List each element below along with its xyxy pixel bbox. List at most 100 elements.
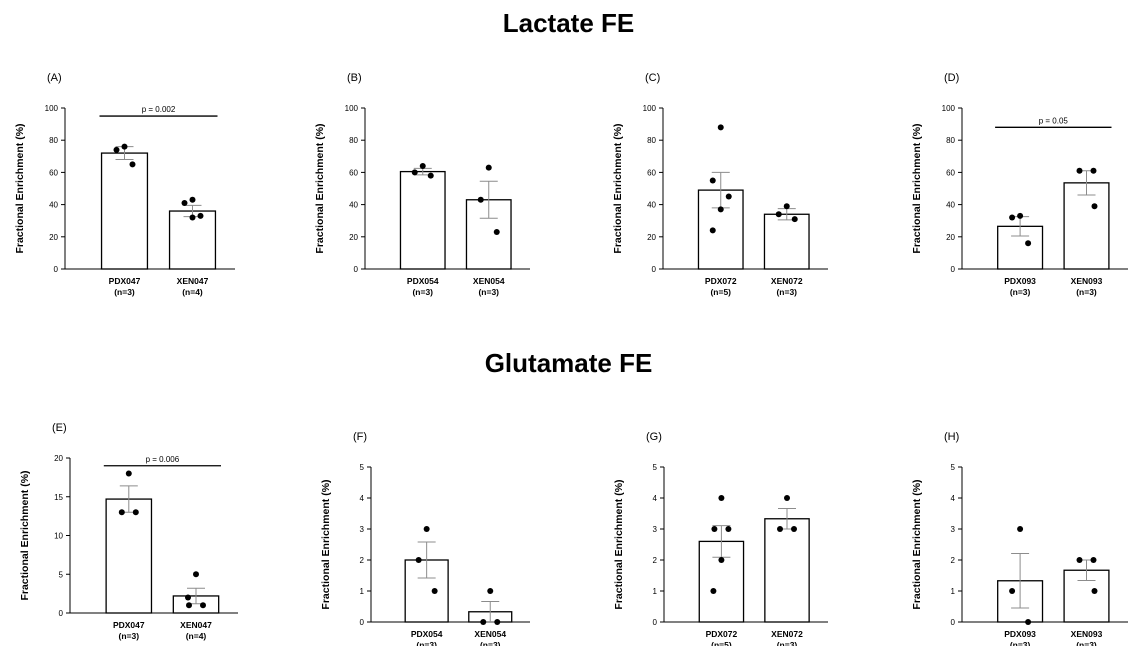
data-point xyxy=(1076,557,1083,563)
bar-pdx047 xyxy=(105,498,153,614)
panel-label: (C) xyxy=(645,72,660,84)
data-point xyxy=(121,143,128,150)
y-tick-label: 0 xyxy=(653,618,658,627)
data-point xyxy=(709,227,716,234)
x-tick-label: PDX093 xyxy=(1004,629,1036,639)
y-tick-label: 60 xyxy=(946,168,955,177)
lactate-section-title: Lactate FE xyxy=(502,8,635,38)
y-tick-label: 60 xyxy=(49,168,58,177)
data-point xyxy=(197,212,204,219)
x-tick-label: XEN047 xyxy=(180,620,212,630)
y-axis-label: Fractional Enrichment (%) xyxy=(320,479,332,609)
x-tick-n-label: (n=3) xyxy=(777,640,798,646)
x-tick-label: XEN072 xyxy=(771,276,803,286)
panel-label: (A) xyxy=(47,72,62,84)
x-tick-n-label: (n=3) xyxy=(1010,640,1031,646)
y-tick-label: 40 xyxy=(946,201,955,210)
data-point xyxy=(487,588,494,594)
y-tick-label: 3 xyxy=(951,525,956,534)
y-tick-label: 3 xyxy=(653,525,658,534)
significance-label: p = 0.05 xyxy=(1039,116,1069,125)
x-tick-n-label: (n=4) xyxy=(182,287,203,297)
y-tick-label: 40 xyxy=(647,201,656,210)
x-tick-n-label: (n=3) xyxy=(412,287,433,297)
y-tick-label: 80 xyxy=(349,136,358,145)
data-point xyxy=(181,199,188,206)
data-point xyxy=(791,526,797,532)
y-tick-label: 80 xyxy=(946,136,955,145)
panel-label: (G) xyxy=(646,431,662,443)
data-point xyxy=(113,146,120,153)
y-tick-label: 100 xyxy=(643,104,657,113)
data-point xyxy=(775,211,782,218)
data-point xyxy=(717,124,724,131)
y-tick-label: 0 xyxy=(59,609,64,618)
y-tick-label: 80 xyxy=(49,136,58,145)
y-tick-label: 5 xyxy=(653,463,658,472)
panel-label: (D) xyxy=(944,72,959,84)
data-point xyxy=(1091,588,1098,594)
x-tick-n-label: (n=5) xyxy=(711,640,732,646)
chart-panel-4: (D) Fractional Enrichment (%) 0 20 40 60 80 100… xyxy=(911,72,1128,297)
data-point xyxy=(791,216,798,223)
significance-label: p = 0.006 xyxy=(146,455,180,464)
y-tick-label: 60 xyxy=(349,168,358,177)
x-tick-label: PDX072 xyxy=(706,629,738,639)
y-tick-label: 5 xyxy=(951,463,956,472)
data-point xyxy=(1090,167,1097,174)
y-tick-label: 2 xyxy=(653,556,658,565)
chart-panel-3: (C) Fractional Enrichment (%) 0 20 40 60 80 100… xyxy=(612,72,828,297)
y-tick-label: 4 xyxy=(360,494,365,503)
y-tick-label: 2 xyxy=(951,556,956,565)
y-tick-label: 0 xyxy=(354,265,359,274)
y-tick-label: 40 xyxy=(349,201,358,210)
y-tick-label: 0 xyxy=(54,265,59,274)
data-point xyxy=(718,495,725,501)
chart-panel-8: (H) Fractional Enrichment (%) 0 1 2 3 4 5 PDX093… xyxy=(911,431,1128,646)
y-tick-label: 5 xyxy=(360,463,365,472)
data-point xyxy=(186,602,192,609)
y-tick-label: 0 xyxy=(652,265,657,274)
x-tick-n-label: (n=3) xyxy=(416,640,437,646)
y-tick-label: 1 xyxy=(951,587,956,596)
data-point xyxy=(711,526,718,532)
data-point xyxy=(423,526,430,532)
y-tick-label: 0 xyxy=(951,618,956,627)
y-tick-label: 20 xyxy=(647,233,656,242)
y-axis-label: Fractional Enrichment (%) xyxy=(14,123,26,253)
y-tick-label: 1 xyxy=(360,587,365,596)
x-tick-label: XEN093 xyxy=(1071,276,1103,286)
y-tick-label: 100 xyxy=(45,104,59,113)
y-tick-label: 10 xyxy=(54,532,63,541)
glutamate-section-title: Glutamate FE xyxy=(484,348,653,378)
y-tick-label: 20 xyxy=(54,454,63,463)
data-point xyxy=(777,526,783,532)
data-point xyxy=(480,619,487,625)
panel-label: (H) xyxy=(944,431,959,443)
y-tick-label: 20 xyxy=(349,233,358,242)
data-point xyxy=(717,206,724,213)
y-tick-label: 20 xyxy=(49,233,58,242)
data-point xyxy=(185,594,191,601)
data-point xyxy=(118,509,125,516)
data-point xyxy=(1076,167,1083,174)
bar-xen072 xyxy=(763,213,810,270)
x-tick-n-label: (n=3) xyxy=(480,640,501,646)
bar-xen072 xyxy=(764,518,810,623)
y-tick-label: 100 xyxy=(942,104,956,113)
x-tick-label: PDX093 xyxy=(1004,276,1036,286)
chart-panel-7: (G) Fractional Enrichment (%) 0 1 2 3 4 5 PDX072… xyxy=(613,431,828,646)
data-point xyxy=(431,588,438,594)
x-tick-n-label: (n=3) xyxy=(1010,287,1031,297)
data-point xyxy=(477,196,484,203)
x-tick-label: PDX047 xyxy=(113,620,145,630)
bar-pdx054 xyxy=(399,170,446,270)
y-tick-label: 2 xyxy=(360,556,365,565)
data-point xyxy=(783,203,790,210)
data-point xyxy=(129,161,136,168)
data-point xyxy=(784,495,790,501)
y-tick-label: 80 xyxy=(647,136,656,145)
data-point xyxy=(725,193,732,200)
chart-panel-2: (B) Fractional Enrichment (%) 0 20 40 60 80 100… xyxy=(314,72,530,297)
